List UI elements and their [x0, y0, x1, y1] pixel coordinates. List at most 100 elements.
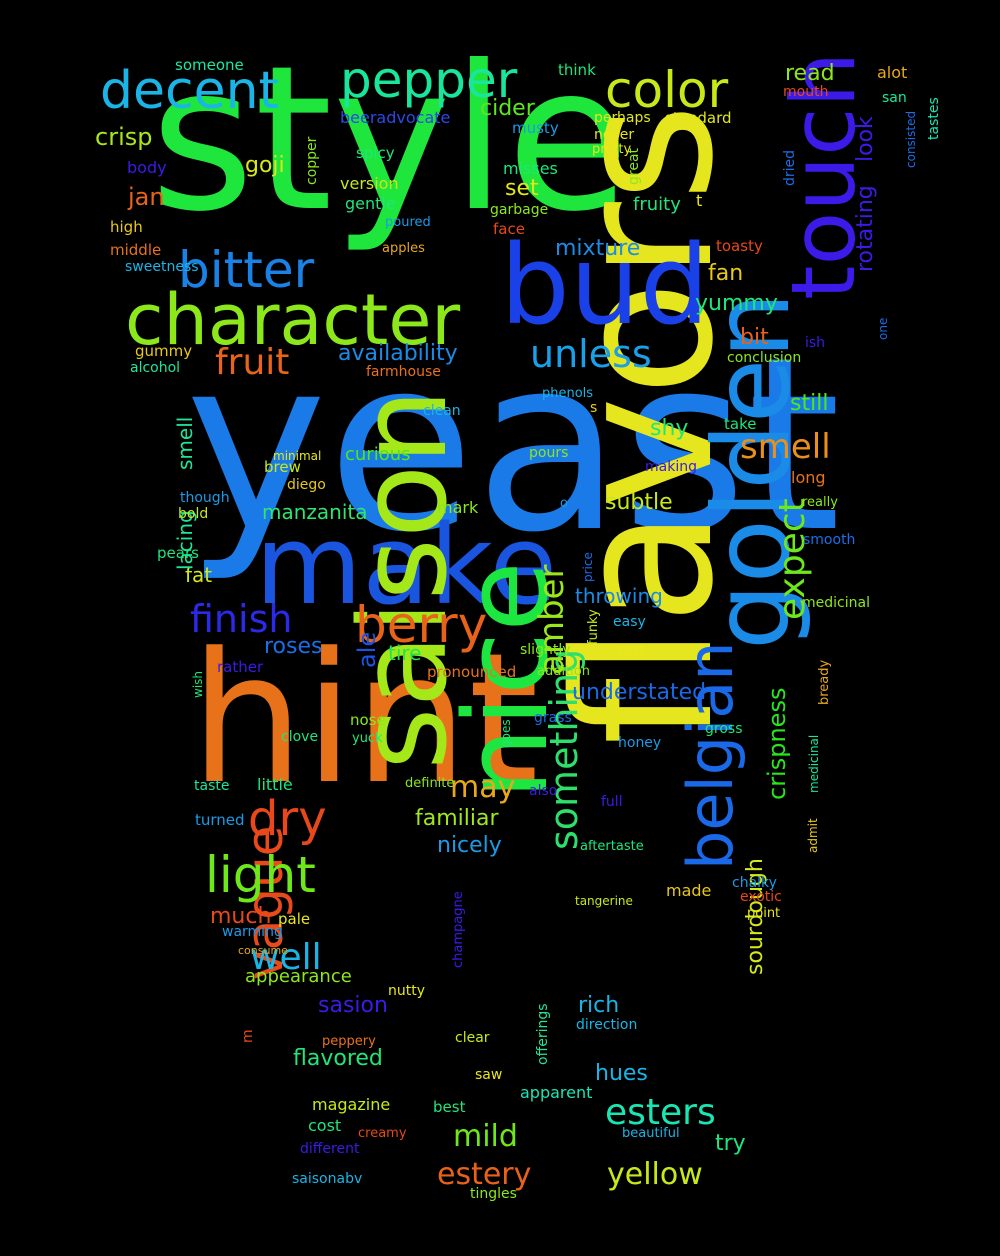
word-medicinal: medicinal [807, 734, 821, 793]
word-fruity: fruity [633, 194, 681, 215]
word-creamy: creamy [358, 1126, 407, 1141]
word-honey: honey [618, 735, 662, 751]
word-alcohol: alcohol [130, 360, 181, 376]
word-farmhouse: farmhouse [366, 364, 441, 380]
word-pronounced: pronounced [427, 663, 517, 681]
word-minimal: minimal [273, 449, 322, 463]
word-gentle: gentle [345, 194, 396, 213]
word-pale: pale [278, 910, 311, 928]
word-poured: poured [385, 215, 431, 230]
word-ish: ish [805, 335, 826, 351]
word-beautiful: beautiful [622, 1126, 680, 1141]
word-musty: musty [512, 119, 559, 137]
word-wish: wish [191, 670, 205, 698]
word-magazine: magazine [312, 1095, 391, 1114]
word-nose: nose [350, 711, 386, 729]
word-fan: fan [708, 261, 744, 286]
word-tire: tire [388, 641, 422, 665]
word-chalky: chalky [732, 875, 777, 891]
word-pepper: pepper [340, 51, 518, 109]
word-familiar: familiar [415, 806, 499, 831]
word-estery: estery [437, 1157, 532, 1192]
word-great: great [626, 147, 642, 185]
word-consisted: consisted [904, 110, 918, 168]
word-goes: goes [499, 719, 513, 748]
word-understated: understated [572, 680, 707, 705]
word-phenols: phenols [542, 386, 594, 401]
word-look: look [853, 116, 878, 162]
word-body: body [127, 158, 167, 177]
word-try: try [715, 1131, 746, 1156]
word-sasion: sasion [318, 993, 388, 1018]
word-tastes: tastes [926, 97, 942, 140]
word-nicely: nicely [437, 833, 502, 858]
word-hint: hint [190, 615, 539, 824]
word-bud: bud [500, 221, 710, 349]
word-smell: smell [740, 427, 831, 467]
word-belgian: belgian [674, 641, 747, 870]
word-crispness: crispness [763, 687, 791, 800]
word-saw: saw [475, 1067, 503, 1083]
word-middle: middle [110, 241, 162, 259]
word-clean: clean [423, 403, 461, 419]
word-standard: standard [665, 109, 732, 127]
word-mark: mark [437, 498, 479, 517]
word-apparent: apparent [520, 1083, 593, 1102]
word-yeast: yeast [185, 305, 841, 585]
word-pours: pours [529, 445, 569, 461]
word-cost: cost [308, 1116, 342, 1135]
word-decent: decent [100, 61, 279, 121]
word-san: san [882, 90, 907, 106]
word-dried: dried [782, 149, 798, 186]
word-may: may [450, 770, 516, 805]
word-finish: finish [190, 597, 293, 641]
word-best: best [433, 1098, 466, 1116]
word-curious: curious [345, 444, 411, 465]
word-medicinal: medicinal [802, 595, 870, 611]
word-offerings: offerings [535, 1003, 551, 1065]
word-exotic: exotic [740, 889, 782, 905]
word-made: made [666, 881, 712, 900]
word-one: one [876, 317, 890, 340]
word-clear: clear [455, 1030, 490, 1046]
word-esters: esters [605, 1092, 716, 1133]
word-mild: mild [453, 1119, 518, 1154]
word-consume: consume [238, 944, 288, 957]
word-aftertaste: aftertaste [580, 839, 644, 854]
word-bready: bready [817, 659, 832, 705]
word-perhaps: perhaps [594, 110, 651, 126]
word-conclusion: conclusion [727, 350, 802, 366]
word-making: making [645, 459, 697, 475]
word-cider: cider [480, 96, 535, 121]
word-long: long [791, 468, 826, 487]
word-rather: rather [217, 658, 264, 676]
word-jan: jan [128, 183, 165, 211]
word-character: character [125, 279, 461, 361]
word-t: t [696, 191, 703, 210]
word-warming: warming [222, 924, 283, 940]
word-much: much [210, 904, 272, 929]
word-garbage: garbage [490, 202, 549, 218]
word-o: o [560, 496, 568, 511]
word-little: little [257, 775, 293, 794]
word-someone: someone [175, 56, 244, 74]
word-berry: berry [355, 596, 488, 654]
word-peppery: peppery [322, 1034, 376, 1049]
word-take: take [724, 415, 757, 433]
word-gross: gross [705, 721, 743, 737]
word-still: still [790, 391, 829, 416]
word-funky: funky [586, 609, 601, 645]
word-pears: pears [157, 544, 199, 562]
word-flavored: flavored [293, 1046, 383, 1071]
word-yellow: yellow [607, 1157, 703, 1192]
word-goji: goji [245, 153, 285, 178]
word-smooth: smooth [803, 532, 856, 548]
word-brew: brew [264, 458, 301, 476]
word-toasty: toasty [716, 237, 763, 255]
word-direction: direction [576, 1017, 638, 1033]
word-turned: turned [195, 811, 245, 829]
word-nutty: nutty [388, 983, 426, 999]
word-roses: roses [264, 634, 323, 659]
word-saisonabv: saisonabv [292, 1171, 363, 1187]
word-definite: definite [405, 776, 455, 791]
